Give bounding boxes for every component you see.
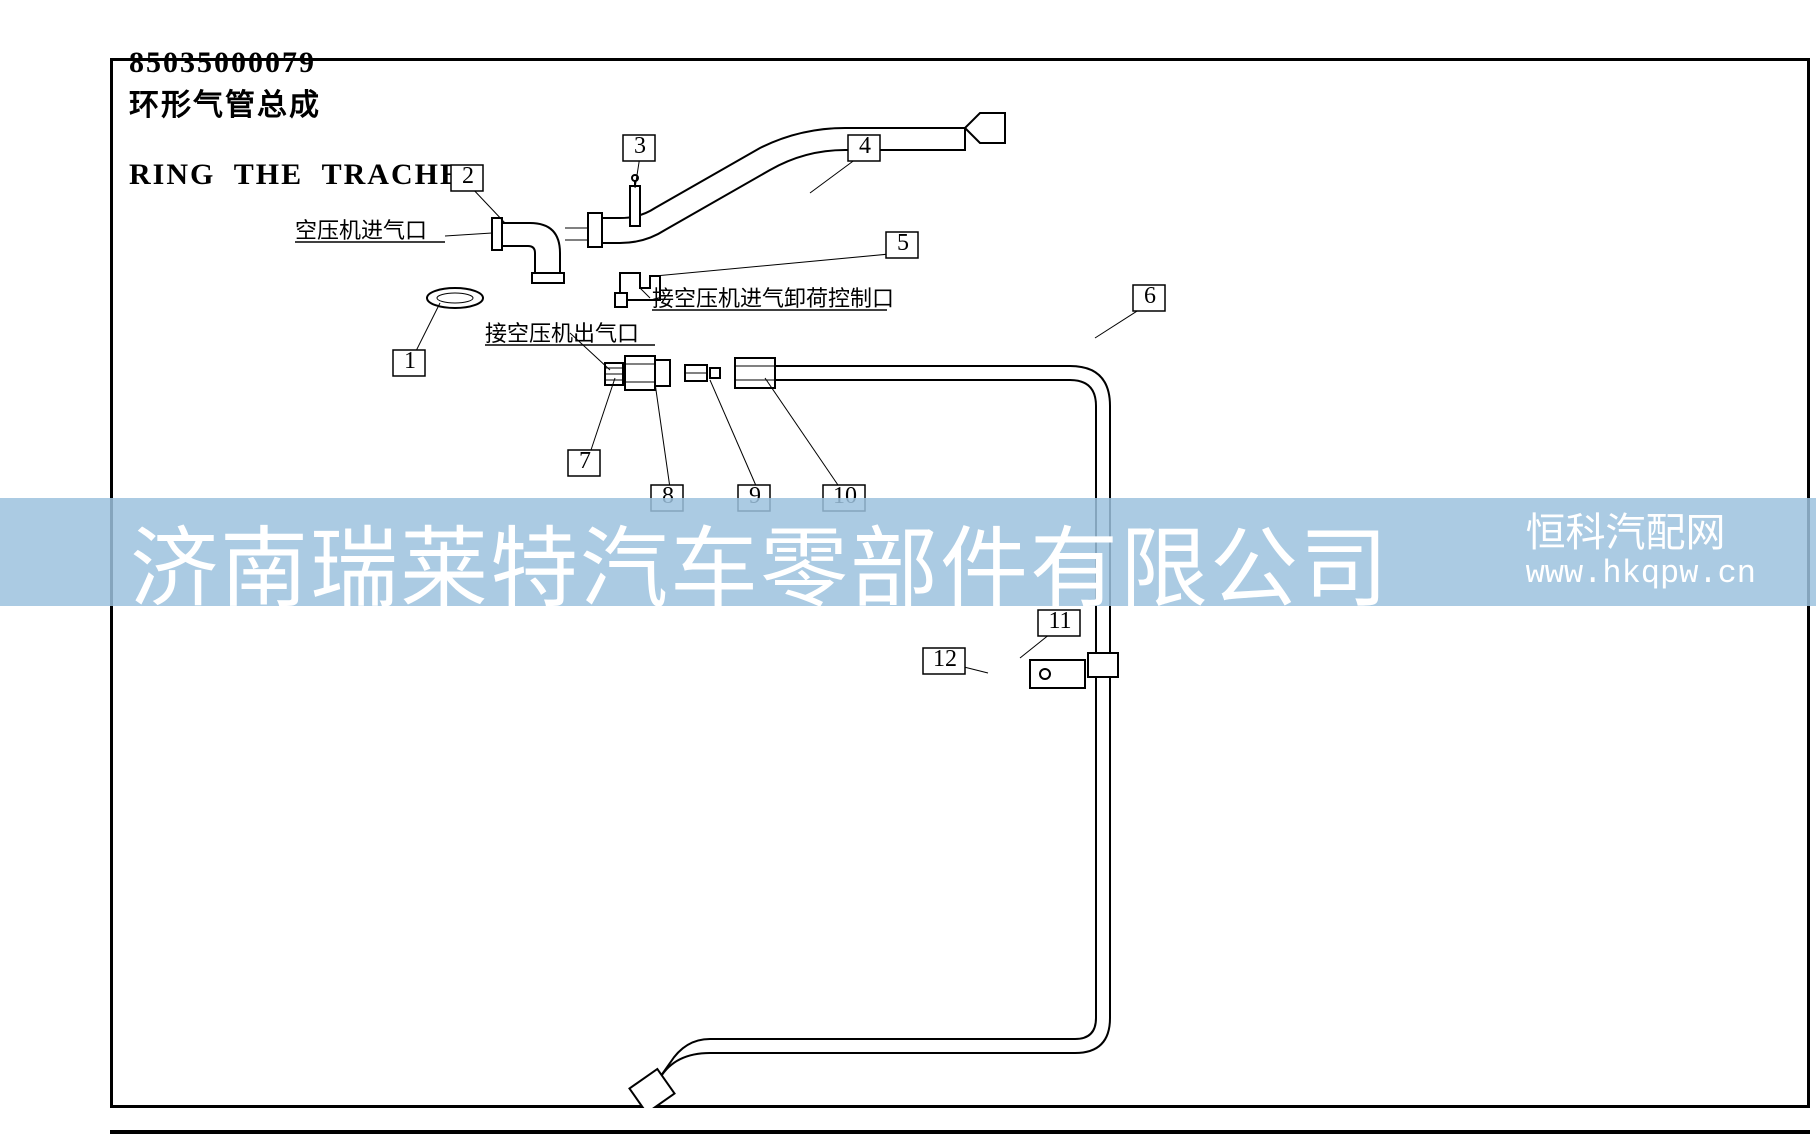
callout-number-2: 2 — [462, 163, 474, 189]
part-11-clamp — [1088, 653, 1118, 677]
conn-label-air_outlet: 接空压机出气口 — [485, 321, 639, 346]
part-1-fitting — [427, 288, 483, 308]
callout-leader-10 — [765, 378, 840, 488]
watermark-site: 恒科汽配网 www.hkqpw.cn — [1526, 510, 1756, 593]
callout-number-12: 12 — [933, 646, 957, 672]
callout-number-7: 7 — [579, 448, 591, 474]
callout-leader-8 — [655, 383, 670, 488]
part-6-pipe — [629, 366, 1110, 1108]
callout-leader-5 — [655, 253, 900, 276]
part-3-clamp — [630, 175, 640, 226]
part-2-elbow — [492, 218, 588, 283]
callout-number-4: 4 — [859, 133, 871, 159]
conn-label-air_inlet: 空压机进气口 — [295, 218, 427, 243]
callout-number-1: 1 — [404, 348, 416, 374]
part-8-nut — [625, 356, 670, 390]
callout-leader-9 — [710, 380, 757, 488]
part-12-bracket — [1030, 660, 1085, 688]
bottom-rule — [110, 1130, 1810, 1134]
callout-leader-7 — [590, 378, 615, 453]
watermark-company: 济南瑞莱特汽车零部件有限公司 — [130, 498, 1390, 625]
part-4-hose — [588, 113, 1005, 247]
part-9-ferrule — [685, 365, 707, 381]
callout-number-6: 6 — [1144, 283, 1156, 309]
watermark-site-name: 恒科汽配网 — [1526, 510, 1756, 556]
callout-number-3: 3 — [634, 133, 646, 159]
conn-label-unload_ctl: 接空压机进气卸荷控制口 — [652, 286, 894, 311]
watermark-site-url: www.hkqpw.cn — [1526, 556, 1756, 593]
callout-leader-1 — [415, 303, 440, 353]
outlet-assembly — [605, 356, 775, 390]
callout-number-5: 5 — [897, 230, 909, 256]
